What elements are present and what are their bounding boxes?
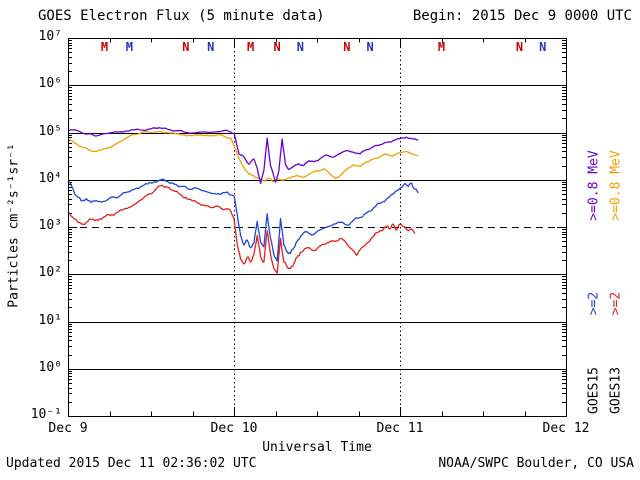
event-marker: N <box>296 40 304 54</box>
y-tick-label: 10⁷ <box>38 29 62 44</box>
page-title: GOES Electron Flux (5 minute data) <box>38 8 325 24</box>
right-axis-label: GOES15 <box>586 367 602 414</box>
x-tick-label: Dec 12 <box>542 421 590 436</box>
y-axis-title: Particles cm⁻²s⁻¹sr⁻¹ <box>6 143 22 308</box>
event-marker: N <box>182 40 190 54</box>
begin-time-label: Begin: 2015 Dec 9 0000 UTC <box>412 8 632 24</box>
right-axis-label: >=0.8 MeV <box>586 150 602 221</box>
y-tick-label: 10⁶ <box>38 76 62 92</box>
event-marker: N <box>273 40 281 54</box>
event-marker: N <box>539 40 547 54</box>
event-marker: M <box>125 40 134 54</box>
series-goes15-0-8-mev <box>68 127 419 185</box>
y-tick-label: 10¹ <box>38 312 62 328</box>
right-axis-label: GOES13 <box>608 367 624 414</box>
y-tick-label: 10⁴ <box>38 170 62 186</box>
y-tick-label: 10⁻¹ <box>30 407 62 422</box>
y-tick-label: 10² <box>38 265 62 281</box>
event-marker: M <box>246 40 255 54</box>
y-tick-label: 10⁵ <box>38 123 62 139</box>
series-goes13-0-8-mev <box>68 130 419 183</box>
series-goes13-2-mev <box>68 184 416 274</box>
updated-timestamp: Updated 2015 Dec 11 02:36:02 UTC <box>6 456 257 471</box>
y-tick-label: 10⁰ <box>38 359 62 375</box>
x-tick-label: Dec 10 <box>210 421 258 436</box>
event-marker: M <box>100 40 109 54</box>
event-marker: M <box>437 40 446 54</box>
x-tick-label: Dec 11 <box>376 421 424 436</box>
source-credit: NOAA/SWPC Boulder, CO USA <box>438 456 634 471</box>
x-axis-title: Universal Time <box>262 440 372 455</box>
y-tick-label: 10³ <box>38 218 62 233</box>
event-marker: N <box>343 40 351 54</box>
x-tick-label: Dec 9 <box>48 421 88 436</box>
event-marker: N <box>515 40 524 54</box>
event-marker: N <box>207 40 215 54</box>
series-goes15-2-mev <box>68 178 419 262</box>
event-marker: N <box>366 40 374 54</box>
right-axis-label: >=0.8 MeV <box>608 150 624 221</box>
